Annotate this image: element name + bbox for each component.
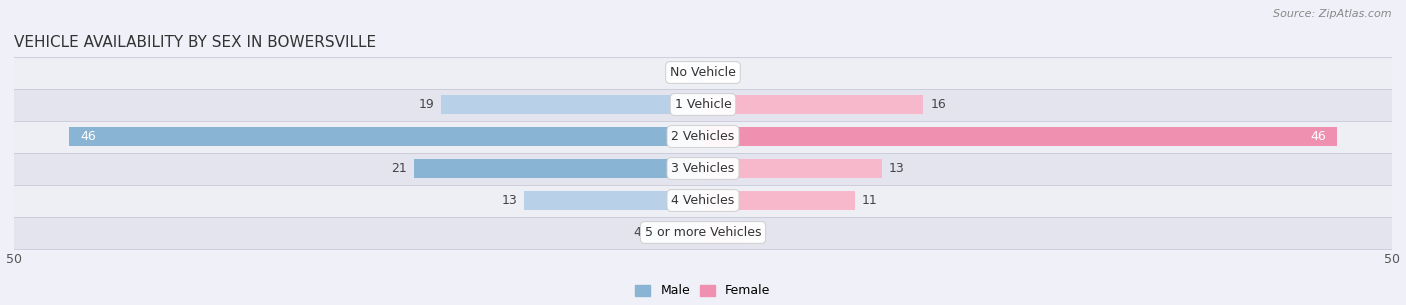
- Bar: [441, 95, 703, 114]
- Bar: [14, 152, 1392, 185]
- Text: 46: 46: [80, 130, 96, 143]
- Text: 21: 21: [391, 162, 406, 175]
- Bar: [703, 191, 855, 210]
- Bar: [703, 159, 882, 178]
- Bar: [14, 185, 1392, 217]
- Bar: [14, 56, 1392, 88]
- Bar: [413, 159, 703, 178]
- Legend: Male, Female: Male, Female: [630, 279, 776, 303]
- Bar: [14, 120, 1392, 152]
- Text: 16: 16: [931, 98, 946, 111]
- Bar: [524, 191, 703, 210]
- Text: 13: 13: [501, 194, 517, 207]
- Text: 5 or more Vehicles: 5 or more Vehicles: [645, 226, 761, 239]
- Text: 4 Vehicles: 4 Vehicles: [672, 194, 734, 207]
- Text: 19: 19: [419, 98, 434, 111]
- Text: 46: 46: [1310, 130, 1326, 143]
- Text: 1: 1: [675, 66, 682, 79]
- Bar: [14, 217, 1392, 249]
- Bar: [703, 95, 924, 114]
- Text: 4: 4: [633, 226, 641, 239]
- Text: 3: 3: [751, 226, 759, 239]
- Text: 0: 0: [710, 66, 718, 79]
- Bar: [703, 127, 1337, 146]
- Bar: [648, 223, 703, 242]
- Text: 13: 13: [889, 162, 905, 175]
- Text: No Vehicle: No Vehicle: [671, 66, 735, 79]
- Text: 2 Vehicles: 2 Vehicles: [672, 130, 734, 143]
- Bar: [69, 127, 703, 146]
- Text: 1 Vehicle: 1 Vehicle: [675, 98, 731, 111]
- Text: Source: ZipAtlas.com: Source: ZipAtlas.com: [1274, 9, 1392, 19]
- Text: 11: 11: [862, 194, 877, 207]
- Text: VEHICLE AVAILABILITY BY SEX IN BOWERSVILLE: VEHICLE AVAILABILITY BY SEX IN BOWERSVIL…: [14, 35, 377, 50]
- Text: 3 Vehicles: 3 Vehicles: [672, 162, 734, 175]
- Bar: [703, 223, 744, 242]
- Bar: [689, 63, 703, 82]
- Bar: [14, 88, 1392, 120]
